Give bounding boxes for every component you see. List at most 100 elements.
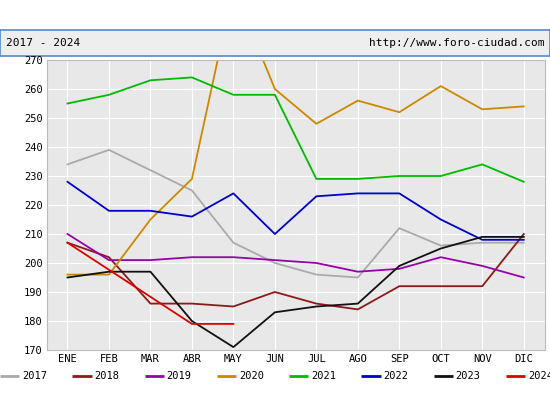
Line: 2022: 2022 [68,182,524,240]
2018 [313,301,320,306]
2021 [272,92,278,97]
Text: 2018: 2018 [94,371,119,381]
2023 [479,234,486,239]
2022 [106,208,112,213]
2024 [64,240,71,245]
2019 [189,255,195,260]
2022 [230,191,236,196]
Text: 2017: 2017 [22,371,47,381]
2022 [313,194,320,199]
2018 [189,301,195,306]
2019 [479,264,486,268]
2021 [396,174,403,178]
2022 [520,237,527,242]
2023 [355,301,361,306]
2023 [230,345,236,350]
2021 [64,101,71,106]
2018 [479,284,486,288]
2019 [355,269,361,274]
2023 [313,304,320,309]
2019 [230,255,236,260]
Line: 2021: 2021 [68,77,524,182]
2021 [313,176,320,181]
Line: 2024: 2024 [68,243,233,324]
2022 [189,214,195,219]
2023 [189,318,195,323]
2017 [106,148,112,152]
2019 [396,266,403,271]
2017 [313,272,320,277]
2019 [520,275,527,280]
2017 [355,275,361,280]
Line: 2017: 2017 [68,150,524,278]
2017 [230,240,236,245]
2023 [64,275,71,280]
2020 [520,104,527,109]
2023 [147,269,154,274]
2017 [520,240,527,245]
2017 [272,260,278,265]
2019 [313,260,320,265]
2022 [437,217,444,222]
2023 [106,269,112,274]
2018 [230,304,236,309]
2018 [437,284,444,288]
2021 [147,78,154,83]
2019 [64,232,71,236]
2017 [64,162,71,167]
2020 [396,110,403,114]
2020 [189,176,195,181]
Text: 2023: 2023 [456,371,481,381]
Text: Evolucion del paro registrado en Vilanova del Vallès: Evolucion del paro registrado en Vilanov… [102,8,448,22]
2020 [106,272,112,277]
2018 [520,232,527,236]
2024 [230,322,236,326]
2022 [64,179,71,184]
2021 [355,176,361,181]
2017 [147,168,154,172]
2020 [64,272,71,277]
2019 [147,258,154,262]
2020 [147,217,154,222]
Text: 2022: 2022 [383,371,409,381]
2022 [479,237,486,242]
2021 [106,92,112,97]
2020 [437,84,444,88]
2021 [230,92,236,97]
2022 [272,232,278,236]
Text: 2024: 2024 [528,371,550,381]
2021 [437,174,444,178]
2017 [437,243,444,248]
2017 [396,226,403,230]
Text: 2019: 2019 [167,371,191,381]
2019 [106,258,112,262]
2023 [520,234,527,239]
2019 [272,258,278,262]
Text: http://www.foro-ciudad.com: http://www.foro-ciudad.com [369,38,544,48]
2023 [396,264,403,268]
Line: 2018: 2018 [68,234,524,309]
Line: 2020: 2020 [68,0,524,274]
2018 [272,290,278,294]
2018 [355,307,361,312]
2021 [479,162,486,167]
2022 [396,191,403,196]
2023 [272,310,278,315]
2023 [437,246,444,251]
Line: 2019: 2019 [68,234,524,278]
2021 [189,75,195,80]
2020 [313,121,320,126]
2018 [106,255,112,260]
2019 [437,255,444,260]
2018 [147,301,154,306]
2022 [147,208,154,213]
Text: 2021: 2021 [311,371,336,381]
2018 [64,240,71,245]
Line: 2023: 2023 [68,237,524,347]
2018 [396,284,403,288]
2020 [355,98,361,103]
2024 [189,322,195,326]
2017 [189,188,195,193]
2022 [355,191,361,196]
2017 [479,240,486,245]
